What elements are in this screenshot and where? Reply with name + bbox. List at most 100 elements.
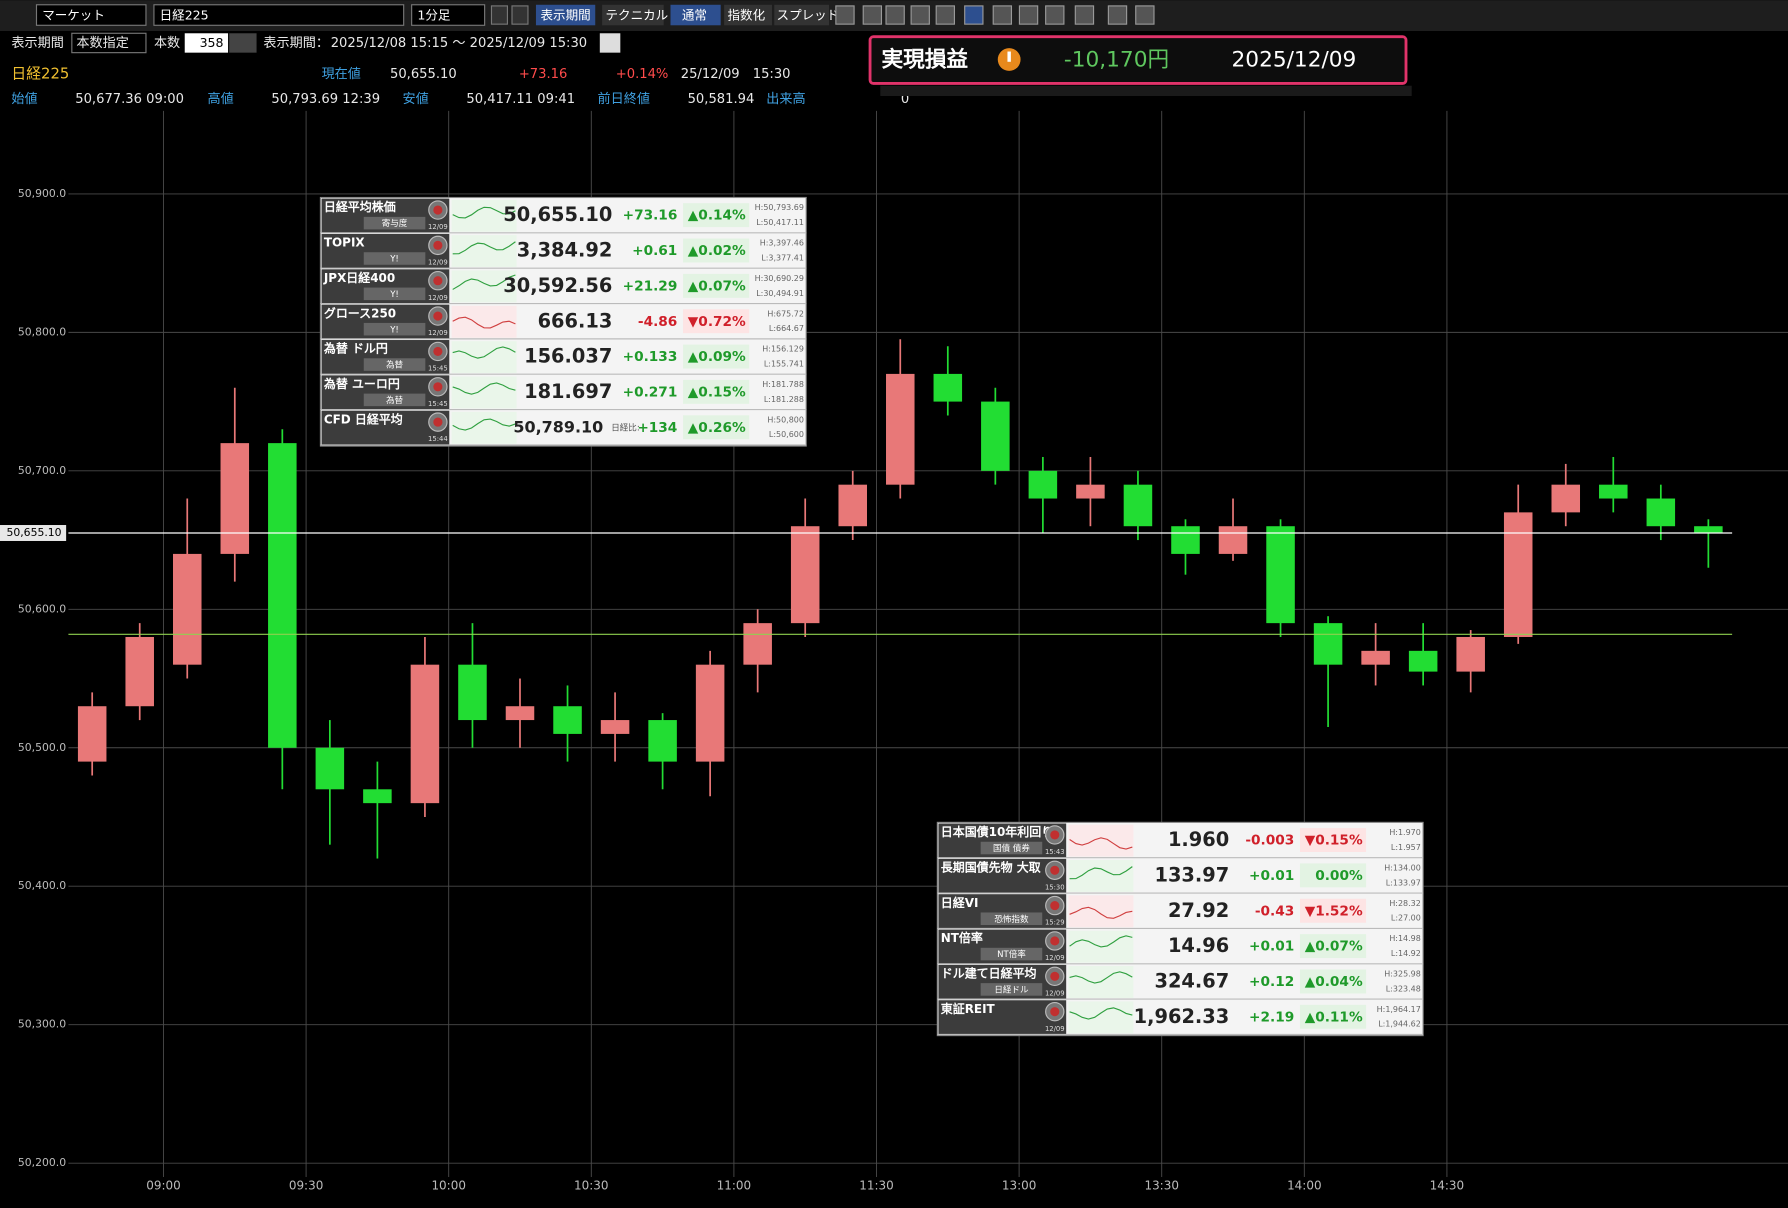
quote-tag-label: 為替 xyxy=(386,394,404,406)
x-tick-label: 14:30 xyxy=(1430,1179,1465,1193)
tool-icon[interactable] xyxy=(1074,5,1095,25)
quote-low: L:1.957 xyxy=(1391,843,1421,852)
quote-tag xyxy=(363,322,426,336)
quote-price: 3,384.92 xyxy=(517,239,613,262)
sparkline xyxy=(452,241,516,255)
button[interactable] xyxy=(602,4,664,26)
dropdown[interactable] xyxy=(35,4,147,26)
tool-icon[interactable] xyxy=(935,5,956,25)
quote-pct-box xyxy=(1299,863,1367,888)
button-label[interactable]: 通常 xyxy=(682,8,707,23)
x-tick-label: 09:30 xyxy=(289,1179,323,1193)
quote-time: 12/09 xyxy=(1045,1025,1065,1033)
quote-low: L:27.00 xyxy=(1391,914,1421,923)
y-tick-label: 50,700.0 xyxy=(18,464,66,477)
dropdown[interactable] xyxy=(71,32,147,54)
count-input[interactable] xyxy=(184,33,229,53)
sparkline xyxy=(1069,935,1133,948)
tool-icons xyxy=(835,5,1155,25)
quote-name: 日経平均株価 xyxy=(324,199,396,214)
tool-icon[interactable] xyxy=(910,5,930,25)
candle-body xyxy=(1028,470,1058,499)
quote-pct: ▲0.04% xyxy=(1305,974,1363,990)
change-pct: +0.14% xyxy=(616,67,669,82)
reset-button[interactable] xyxy=(599,33,621,53)
candle-body xyxy=(743,623,772,665)
quote-tag-label: Y! xyxy=(389,255,399,265)
quote-price: 30,592.56 xyxy=(503,274,612,297)
quote-pct: ▲0.02% xyxy=(688,243,746,259)
symbol-select[interactable]: 日経225 xyxy=(160,8,209,23)
quote-name-cell xyxy=(938,858,1067,894)
button-label[interactable]: 指数化 xyxy=(728,8,766,23)
quote-name: ドル建て日経平均 xyxy=(941,966,1037,981)
sparkline xyxy=(452,418,516,431)
button[interactable] xyxy=(774,4,830,26)
candle-body xyxy=(600,720,630,734)
quote-change: +0.01 xyxy=(1249,939,1294,955)
button[interactable] xyxy=(724,4,772,26)
button[interactable] xyxy=(535,4,596,26)
candle-body xyxy=(1408,650,1438,672)
x-tick-label: 10:00 xyxy=(431,1179,466,1193)
quote-tag xyxy=(363,393,426,407)
quote-icon-dot xyxy=(1050,830,1060,840)
tool-icon[interactable] xyxy=(964,5,984,25)
quote-high: H:28.32 xyxy=(1389,899,1421,908)
count-mode[interactable]: 本数指定 xyxy=(76,35,128,51)
y-tick-label: 50,200.0 xyxy=(18,1156,66,1169)
button-label[interactable]: スプレッド xyxy=(777,8,840,23)
candle-body xyxy=(648,720,677,762)
count-value[interactable]: 358 xyxy=(200,35,224,50)
quote-change: +0.271 xyxy=(623,384,678,400)
chart-layer: 50,200.0 50,300.0 50,400.0 50,500.0 50,600.0… xyxy=(0,110,1788,1193)
symbol-name: 日経225 xyxy=(11,65,69,82)
quote-pct: 0.00% xyxy=(1315,868,1363,884)
quote-time: 12/09 xyxy=(1045,954,1065,962)
button[interactable] xyxy=(670,4,721,26)
sparkline xyxy=(452,316,516,329)
candle-body xyxy=(695,664,725,762)
dropdown[interactable] xyxy=(153,4,405,26)
quote-time: 12/09 xyxy=(428,329,448,337)
dropdown[interactable] xyxy=(411,4,486,26)
sparkline-box xyxy=(451,411,517,444)
tool-icon[interactable] xyxy=(992,5,1013,25)
button-label[interactable]: 表示期間 xyxy=(541,8,591,23)
prev-button[interactable] xyxy=(490,5,509,25)
market-select[interactable]: マーケット xyxy=(42,8,105,23)
x-tick-label: 11:00 xyxy=(717,1179,752,1193)
tool-icon[interactable] xyxy=(1045,5,1065,25)
tool-icon[interactable] xyxy=(835,5,855,25)
candle-body xyxy=(1646,498,1676,527)
tool-icon[interactable] xyxy=(862,5,883,25)
sparkline xyxy=(452,346,516,359)
quote-tag xyxy=(363,287,426,301)
quote-pct-box xyxy=(683,344,750,369)
sparkline xyxy=(452,382,516,395)
quote-high: H:14.98 xyxy=(1389,934,1421,943)
quote-name-cell xyxy=(321,410,450,445)
quote-low: L:50,600 xyxy=(769,430,804,439)
quote-tag xyxy=(980,983,1043,996)
quote-pct-box xyxy=(683,238,750,263)
spinner[interactable] xyxy=(229,33,257,53)
next-button[interactable] xyxy=(511,5,529,25)
tool-icon[interactable] xyxy=(885,5,905,25)
quote-pct: ▲0.26% xyxy=(688,420,746,436)
y-tick-label: 50,600.0 xyxy=(18,602,66,615)
y-tick-label: 50,300.0 xyxy=(18,1018,66,1031)
quote-pct-box xyxy=(683,415,750,440)
interval-select[interactable]: 1分足 xyxy=(417,8,451,23)
sparkline-box xyxy=(1068,895,1134,928)
button-label[interactable]: テクニカル xyxy=(606,8,669,23)
volume-label: 出来高 xyxy=(766,90,805,107)
tool-icon[interactable] xyxy=(1107,5,1128,25)
quote-change: -0.43 xyxy=(1255,903,1294,919)
tool-icon[interactable] xyxy=(1018,5,1039,25)
tool-icon[interactable] xyxy=(1135,5,1155,25)
sparkline xyxy=(1069,1007,1133,1020)
quote-low: L:133.97 xyxy=(1386,878,1421,887)
quote-price: 50,789.10 xyxy=(513,417,603,436)
